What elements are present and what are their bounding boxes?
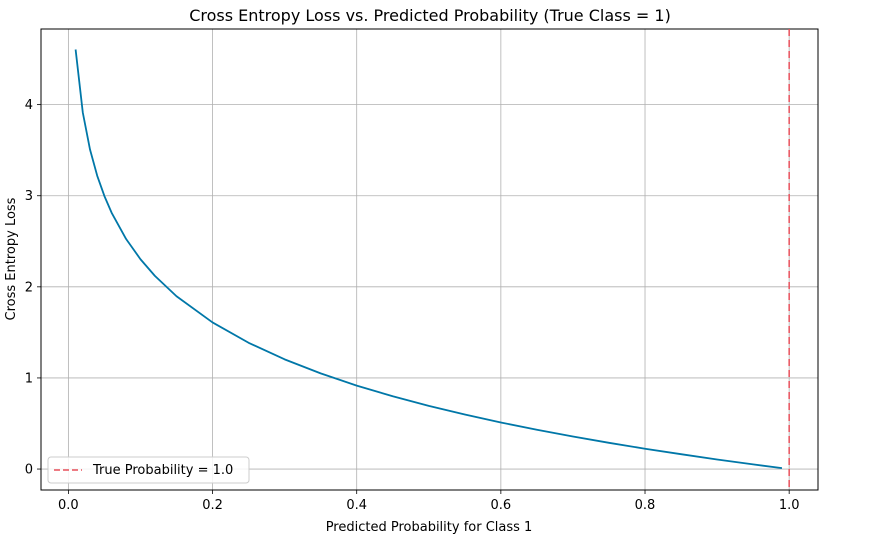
x-tick-label: 0.0 bbox=[58, 498, 79, 513]
x-axis-ticks: 0.0 0.2 0.4 0.6 0.8 1.0 bbox=[58, 490, 800, 513]
x-tick-label: 0.6 bbox=[491, 498, 512, 513]
y-axis-ticks: 0 1 2 3 4 bbox=[25, 98, 41, 478]
y-tick-label: 2 bbox=[25, 280, 33, 295]
legend: True Probability = 1.0 bbox=[47, 456, 250, 484]
series-group bbox=[74, 49, 783, 470]
legend-box bbox=[47, 456, 250, 484]
x-axis-label: Predicted Probability for Class 1 bbox=[326, 520, 533, 535]
chart-title: Cross Entropy Loss vs. Predicted Probabi… bbox=[189, 6, 671, 25]
y-tick-label: 1 bbox=[25, 371, 33, 386]
legend-label: True Probability = 1.0 bbox=[92, 463, 233, 478]
x-tick-label: 0.8 bbox=[635, 498, 656, 513]
y-tick-label: 0 bbox=[25, 463, 33, 478]
y-axis-label: Cross Entropy Loss bbox=[4, 197, 19, 320]
x-tick-label: 1.0 bbox=[779, 498, 800, 513]
loss-curve-line bbox=[74, 49, 783, 470]
x-tick-label: 0.2 bbox=[202, 498, 223, 513]
plot-area-frame bbox=[40, 28, 819, 491]
x-tick-label: 0.4 bbox=[346, 498, 367, 513]
y-tick-label: 4 bbox=[25, 98, 33, 113]
y-tick-label: 3 bbox=[25, 189, 33, 204]
grid bbox=[41, 29, 818, 490]
